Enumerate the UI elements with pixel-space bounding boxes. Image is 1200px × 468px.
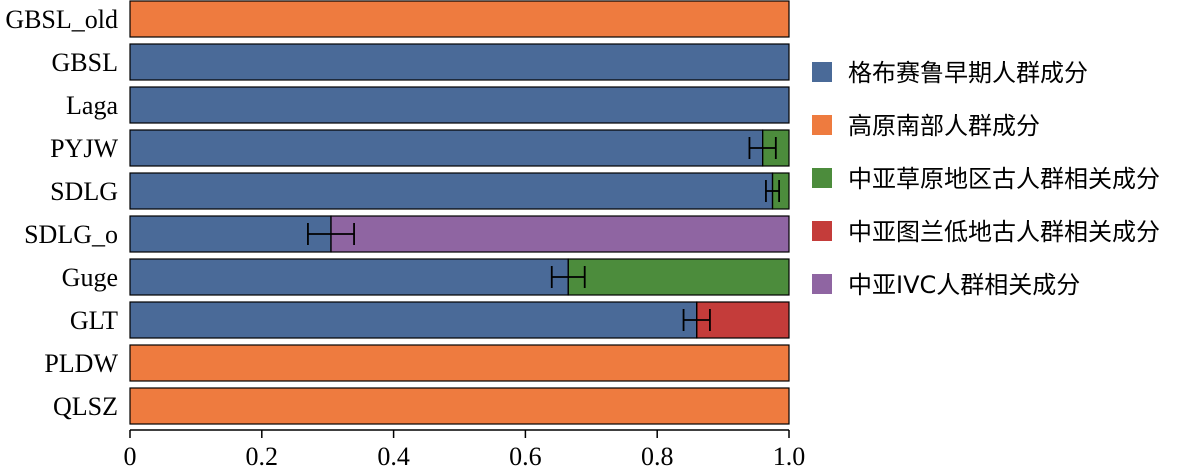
bar-segment [129,301,698,339]
category-labels: GBSL_old GBSL Laga PYJW SDLG SDLG_o Guge GLT PLD… [5,5,118,421]
bar-segment [330,215,790,253]
category-label: GBSL_old [5,5,118,34]
x-axis: 0 0.2 0.4 0.6 0.8 1.0 [124,429,806,468]
error-bar [748,130,777,166]
x-tick-label: 0.8 [641,442,674,468]
category-label: Laga [66,91,118,120]
bar-segment [129,0,790,38]
bar-segment [129,43,790,81]
error-bars-group [307,130,781,338]
bar-segment [129,215,332,253]
legend-swatch [812,62,832,82]
bar-segment [129,129,764,167]
x-tick-label: 0.4 [377,442,410,468]
category-label: SDLG [50,177,118,206]
bar-segment [129,387,790,425]
bar-segment [129,258,569,296]
category-label: QLSZ [53,392,118,421]
legend-item: 高原南部人群成分 [812,112,1040,140]
legend-swatch [812,168,832,188]
x-tick-label: 1.0 [773,442,806,468]
bars-group [129,0,790,425]
category-label: PYJW [50,134,118,163]
legend-label: 格布赛鲁早期人群成分 [848,59,1088,87]
legend-swatch [812,221,832,241]
legend-item: 中亚草原地区古人群相关成分 [812,165,1160,193]
legend-swatch [812,274,832,294]
category-label: SDLG_o [24,220,118,249]
category-label: PLDW [44,349,118,378]
legend: 格布赛鲁早期人群成分高原南部人群成分中亚草原地区古人群相关成分中亚图兰低地古人群… [812,59,1160,299]
x-tick-label: 0.2 [246,442,279,468]
error-bar [682,302,711,338]
legend-item: 中亚图兰低地古人群相关成分 [812,218,1160,246]
legend-label: 中亚草原地区古人群相关成分 [848,165,1160,193]
bar-segment [129,172,774,210]
bar-segment [129,344,790,382]
bar-segment [696,301,790,339]
x-tick-label: 0.6 [509,442,542,468]
category-label: Guge [62,263,118,292]
x-tick-label: 0 [124,442,137,468]
bar-segment [567,258,790,296]
category-label: GLT [70,306,118,335]
legend-swatch [812,115,832,135]
category-label: GBSL [52,48,118,77]
legend-label: 中亚图兰低地古人群相关成分 [848,218,1160,246]
legend-item: 格布赛鲁早期人群成分 [812,59,1088,87]
legend-item: 中亚IVC人群相关成分 [812,271,1080,299]
error-bar [307,216,355,252]
legend-label: 中亚IVC人群相关成分 [848,271,1080,299]
error-bar [550,259,586,295]
legend-label: 高原南部人群成分 [848,112,1040,140]
bar-segment [129,86,790,124]
error-bar [765,173,781,209]
